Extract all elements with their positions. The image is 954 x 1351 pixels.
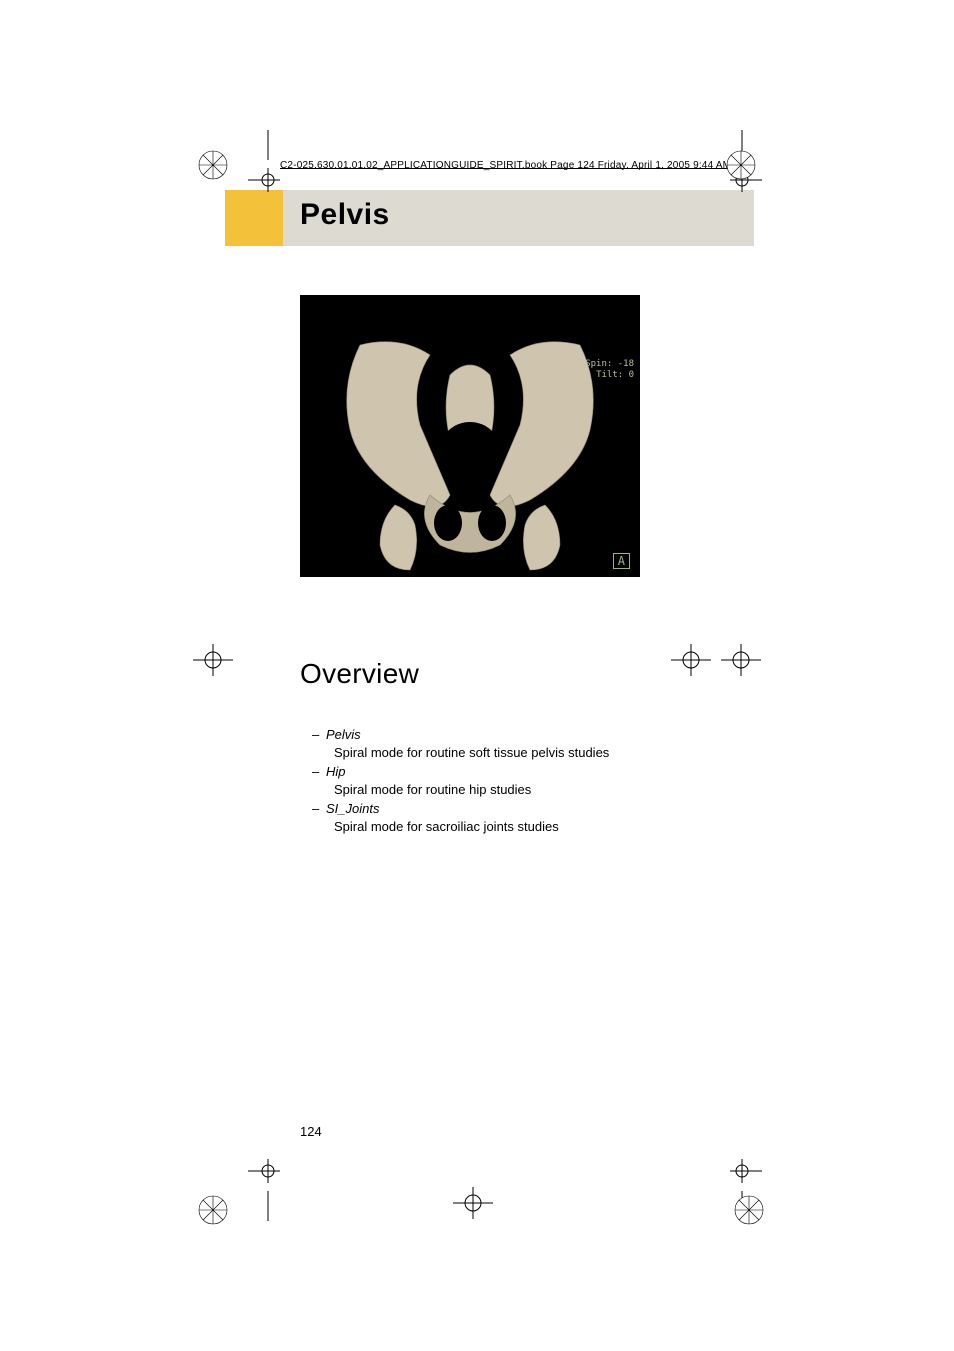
list-item-desc: Spiral mode for sacroiliac joints studie… bbox=[334, 818, 734, 836]
chapter-title: Pelvis bbox=[300, 198, 390, 232]
list-item: –SI_Joints Spiral mode for sacroiliac jo… bbox=[312, 800, 734, 835]
figure-orientation-label: A bbox=[613, 553, 630, 569]
registration-mark-icon bbox=[448, 1183, 498, 1223]
crop-mark-icon bbox=[248, 1151, 288, 1221]
overview-bullets: –Pelvis Spiral mode for routine soft tis… bbox=[312, 726, 734, 837]
list-item: –Pelvis Spiral mode for routine soft tis… bbox=[312, 726, 734, 761]
running-header: C2-025.630.01.01.02_APPLICATIONGUIDE_SPI… bbox=[280, 160, 731, 171]
rosette-icon bbox=[732, 1193, 766, 1227]
rosette-icon bbox=[724, 148, 758, 182]
figure-overlay-line: Tilt: 0 bbox=[585, 370, 634, 381]
figure-pelvis-3d: Spin: -18 Tilt: 0 A bbox=[300, 295, 640, 577]
list-item-label: Hip bbox=[326, 764, 346, 779]
registration-mark-icon bbox=[666, 640, 716, 680]
list-item-desc: Spiral mode for routine soft tissue pelv… bbox=[334, 744, 734, 762]
figure-overlay-info: Spin: -18 Tilt: 0 bbox=[585, 359, 634, 381]
list-item-desc: Spiral mode for routine hip studies bbox=[334, 781, 734, 799]
section-title: Overview bbox=[300, 658, 419, 690]
dash-icon: – bbox=[312, 726, 326, 744]
rosette-icon bbox=[196, 1193, 230, 1227]
page-number: 124 bbox=[300, 1124, 322, 1139]
figure-overlay-line: Spin: -18 bbox=[585, 359, 634, 370]
registration-mark-icon bbox=[188, 640, 238, 680]
registration-mark-icon bbox=[716, 640, 766, 680]
list-item-label: SI_Joints bbox=[326, 801, 379, 816]
crop-mark-icon bbox=[248, 130, 288, 200]
rosette-icon bbox=[196, 148, 230, 182]
list-item: –Hip Spiral mode for routine hip studies bbox=[312, 763, 734, 798]
dash-icon: – bbox=[312, 763, 326, 781]
dash-icon: – bbox=[312, 800, 326, 818]
header-rule bbox=[280, 168, 746, 169]
list-item-label: Pelvis bbox=[326, 727, 361, 742]
